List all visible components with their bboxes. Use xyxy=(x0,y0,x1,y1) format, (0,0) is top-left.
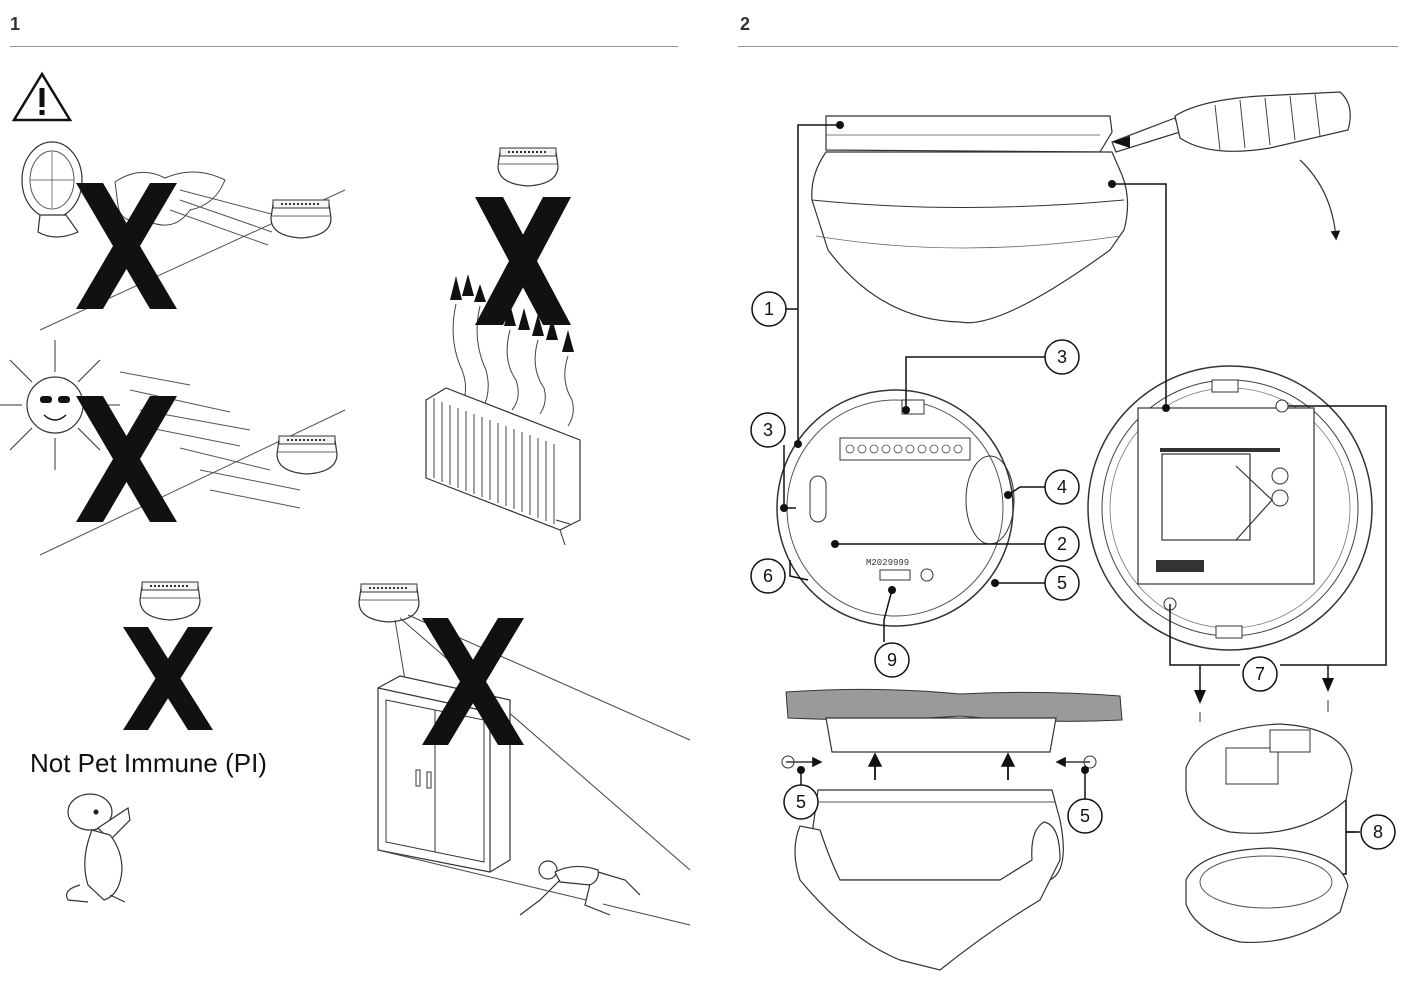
callout-7: 7 xyxy=(1242,656,1278,692)
svg-text:7: 7 xyxy=(1255,664,1265,684)
callout-2: 2 xyxy=(1044,526,1080,562)
panel-2-rule xyxy=(738,46,1398,47)
callout-4: 4 xyxy=(1044,469,1080,505)
callout-3: 3 xyxy=(750,412,786,448)
obstruction-scene xyxy=(358,583,691,926)
ceiling-mount-scene xyxy=(781,688,1123,971)
detector-cover-removal xyxy=(811,91,1351,324)
callout-leaders xyxy=(783,124,1387,875)
panel-1-rule xyxy=(10,46,678,47)
callout-5: 5 xyxy=(783,784,819,820)
detector-halves xyxy=(1185,700,1353,944)
pet-immune-caption: Not Pet Immune (PI) xyxy=(30,748,267,778)
callout-3: 3 xyxy=(1044,339,1080,375)
fan-draft-scene xyxy=(21,141,346,331)
svg-text:3: 3 xyxy=(1057,347,1067,367)
pet-scene xyxy=(65,581,213,903)
svg-text:5: 5 xyxy=(796,792,806,812)
panel-2-number: 2 xyxy=(740,14,751,34)
serial-label: M2029999 xyxy=(866,558,909,568)
svg-text:9: 9 xyxy=(887,650,897,670)
svg-text:4: 4 xyxy=(1057,477,1067,497)
callout-circles: 1 3 3 4 2 6 5 9 7 5 5 8 xyxy=(750,291,1396,850)
svg-text:3: 3 xyxy=(763,420,773,440)
dog-illustration xyxy=(65,793,131,903)
callout-5: 5 xyxy=(1067,798,1103,834)
callout-9: 9 xyxy=(874,642,910,678)
callout-8: 8 xyxy=(1360,814,1396,850)
svg-text:2: 2 xyxy=(1057,534,1067,554)
svg-text:5: 5 xyxy=(1057,573,1067,593)
callout-5: 5 xyxy=(1044,565,1080,601)
crawling-person xyxy=(519,860,641,916)
callout-1: 1 xyxy=(751,291,787,327)
callout-6: 6 xyxy=(750,558,786,594)
panel-1-number: 1 xyxy=(10,14,21,34)
detector-pcb-view xyxy=(1087,365,1373,651)
svg-text:5: 5 xyxy=(1080,806,1090,826)
svg-text:1: 1 xyxy=(764,299,774,319)
radiator-heat-scene xyxy=(425,147,581,546)
svg-text:8: 8 xyxy=(1373,822,1383,842)
sunlight-scene xyxy=(0,340,346,556)
screwdriver xyxy=(1111,91,1351,153)
warning-triangle-icon xyxy=(11,71,73,122)
svg-text:6: 6 xyxy=(763,566,773,586)
